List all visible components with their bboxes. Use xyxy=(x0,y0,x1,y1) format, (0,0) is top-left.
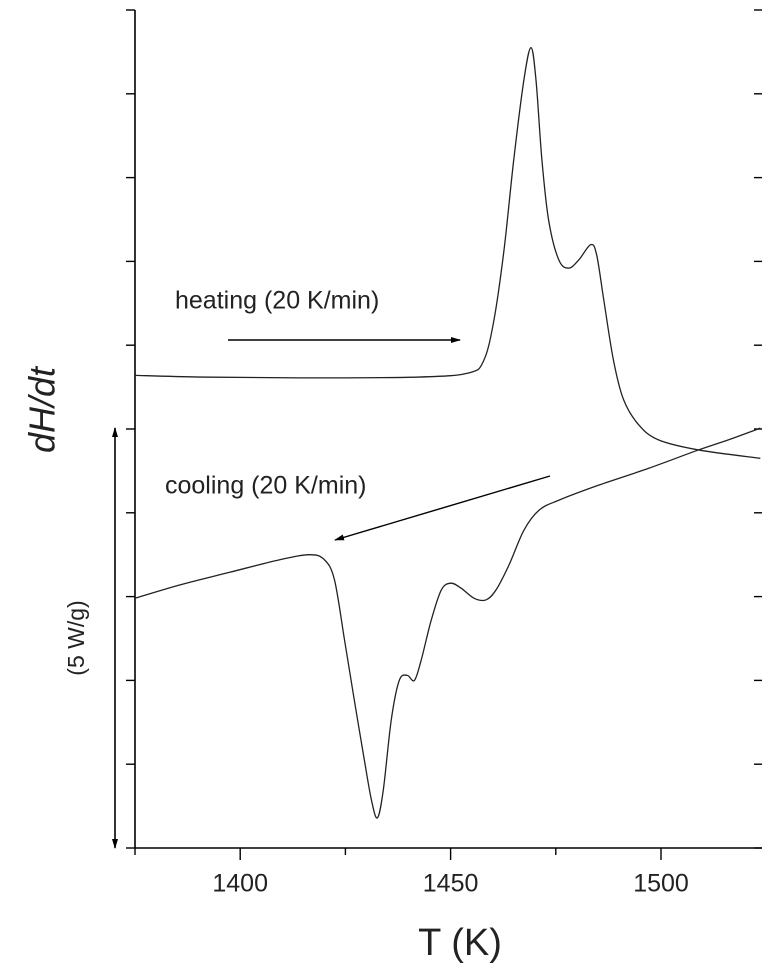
curve xyxy=(134,427,761,819)
x-tick-label: 1400 xyxy=(212,870,268,898)
cooling-label: cooling (20 K/min) xyxy=(165,472,366,500)
heating-label: heating (20 K/min) xyxy=(175,287,379,315)
y-axis-label: dH/dt xyxy=(22,365,63,453)
x-tick-label: 1450 xyxy=(423,870,479,898)
cooling-arrow xyxy=(334,475,551,541)
x-axis-label: T (K) xyxy=(418,922,502,964)
scale-bar-label: (5 W/g) xyxy=(63,600,89,675)
x-tick-label: 1500 xyxy=(633,870,689,898)
curve xyxy=(134,47,761,459)
